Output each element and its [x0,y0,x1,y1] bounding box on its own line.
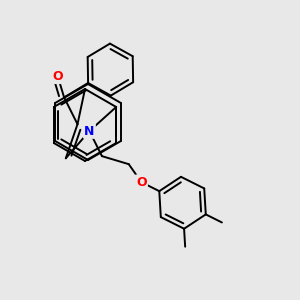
Text: N: N [84,124,94,138]
Text: O: O [52,70,63,83]
Text: O: O [136,176,147,189]
